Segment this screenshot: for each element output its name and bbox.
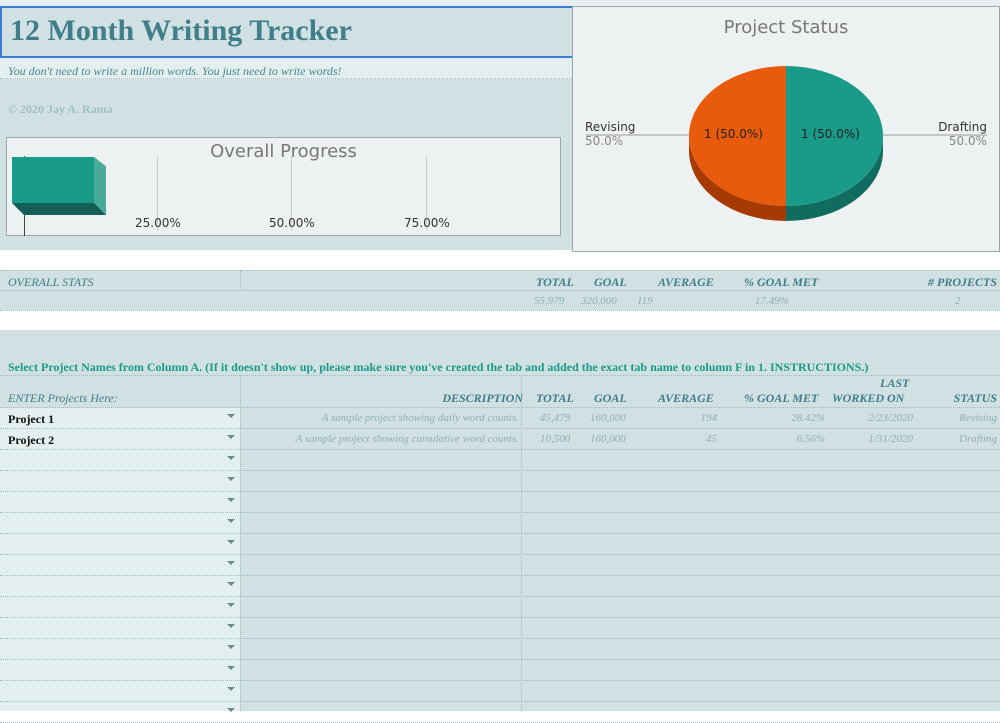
last-worked-cell: 2/23/2020 xyxy=(868,412,913,424)
goal-met-cell: 28.42% xyxy=(791,412,825,424)
header-total: TOTAL xyxy=(536,275,574,289)
tagline: You don't need to write a million words.… xyxy=(8,64,342,78)
header-goal-met: % GOAL MET xyxy=(744,391,819,405)
project-dropdown-arrow[interactable] xyxy=(227,624,235,628)
header-projects: # PROJECTS xyxy=(927,275,997,289)
page-title: 12 Month Writing Tracker xyxy=(10,14,352,47)
project-name-cell[interactable]: Project 1 xyxy=(8,412,55,426)
header-average: AVERAGE xyxy=(658,391,714,405)
project-dropdown-arrow[interactable] xyxy=(227,519,235,523)
project-dropdown-arrow[interactable] xyxy=(227,456,235,460)
last-worked-cell: 1/31/2020 xyxy=(868,433,913,445)
project-dropdown-arrow[interactable] xyxy=(227,603,235,607)
chart-title: Overall Progress xyxy=(210,141,357,162)
project-dropdown-arrow[interactable] xyxy=(227,645,235,649)
project-dropdown-arrow[interactable] xyxy=(227,477,235,481)
header-worked-on: WORKED ON xyxy=(832,391,905,405)
progress-bar-bottom xyxy=(12,203,106,215)
legend-percent-drafting: 50.0% xyxy=(948,134,987,148)
goal-cell: 160,000 xyxy=(590,433,626,445)
description-cell: A sample project showing daily word coun… xyxy=(321,412,519,424)
overall-progress-chart[interactable]: Overall Progress 25.00% 50.00% 75.00% xyxy=(6,137,561,236)
column-header-strip xyxy=(0,0,1000,6)
project-name-cell[interactable]: Project 2 xyxy=(8,433,55,447)
goal-met-cell: 6.56% xyxy=(796,433,825,445)
project-dropdown-arrow[interactable] xyxy=(227,687,235,691)
header-goal: GOAL xyxy=(594,391,627,405)
stat-goal-met: 17.49% xyxy=(755,295,789,307)
header-total: TOTAL xyxy=(536,391,574,405)
progress-bar-side xyxy=(94,157,106,215)
goal-cell: 160,000 xyxy=(590,412,626,424)
legend-label-drafting: Drafting xyxy=(938,120,987,134)
header-status: STATUS xyxy=(953,391,997,405)
pie-slice-drafting xyxy=(786,66,883,206)
copyright: © 2020 Jay A. Rama xyxy=(8,102,113,116)
tick-label: 50.00% xyxy=(269,216,315,230)
description-cell: A sample project showing cumulative word… xyxy=(295,433,519,445)
project-dropdown-arrow[interactable] xyxy=(227,414,235,418)
status-cell: Revising xyxy=(959,412,997,424)
header-goal-met: % GOAL MET xyxy=(744,275,819,289)
project-dropdown-arrow[interactable] xyxy=(227,498,235,502)
legend-percent-revising: 50.0% xyxy=(585,134,624,148)
tick-label: 25.00% xyxy=(135,216,181,230)
project-dropdown-arrow[interactable] xyxy=(227,582,235,586)
progress-bar xyxy=(12,157,94,203)
project-dropdown-arrow[interactable] xyxy=(227,561,235,565)
project-dropdown-arrow[interactable] xyxy=(227,435,235,439)
stat-total: 55,979 xyxy=(534,295,565,307)
project-dropdown-arrow[interactable] xyxy=(227,666,235,670)
instructions-text: Select Project Names from Column A. (If … xyxy=(8,360,869,374)
average-cell: 194 xyxy=(700,412,718,424)
pie-depth-revising xyxy=(689,136,786,221)
pie-depth-drafting xyxy=(786,136,883,221)
header-projects-name: ENTER Projects Here: xyxy=(8,391,118,405)
average-cell: 45 xyxy=(706,433,717,445)
stat-projects: 2 xyxy=(955,295,961,307)
status-cell: Drafting xyxy=(959,433,997,445)
chart-title: Project Status xyxy=(723,17,849,38)
header-average: AVERAGE xyxy=(658,275,714,289)
project-dropdown-arrow[interactable] xyxy=(227,540,235,544)
legend-label-revising: Revising xyxy=(585,120,636,134)
header-goal: GOAL xyxy=(594,275,627,289)
total-cell: 45,479 xyxy=(540,412,571,424)
stat-average: 119 xyxy=(637,295,653,307)
overall-stats-label: OVERALL STATS xyxy=(8,275,94,289)
pie-slice-revising xyxy=(689,66,786,206)
project-dropdown-arrow[interactable] xyxy=(227,708,235,712)
project-status-chart[interactable]: Project Status Revising 50.0% Drafting 5… xyxy=(572,6,1000,252)
total-cell: 10,500 xyxy=(540,433,571,445)
header-last: LAST xyxy=(880,376,910,390)
stat-goal: 320,000 xyxy=(581,295,617,307)
data-label-revising: 1 (50.0%) xyxy=(704,127,763,141)
data-label-drafting: 1 (50.0%) xyxy=(801,127,860,141)
tick-label: 75.00% xyxy=(404,216,450,230)
header-description: DESCRIPTION xyxy=(442,391,523,405)
